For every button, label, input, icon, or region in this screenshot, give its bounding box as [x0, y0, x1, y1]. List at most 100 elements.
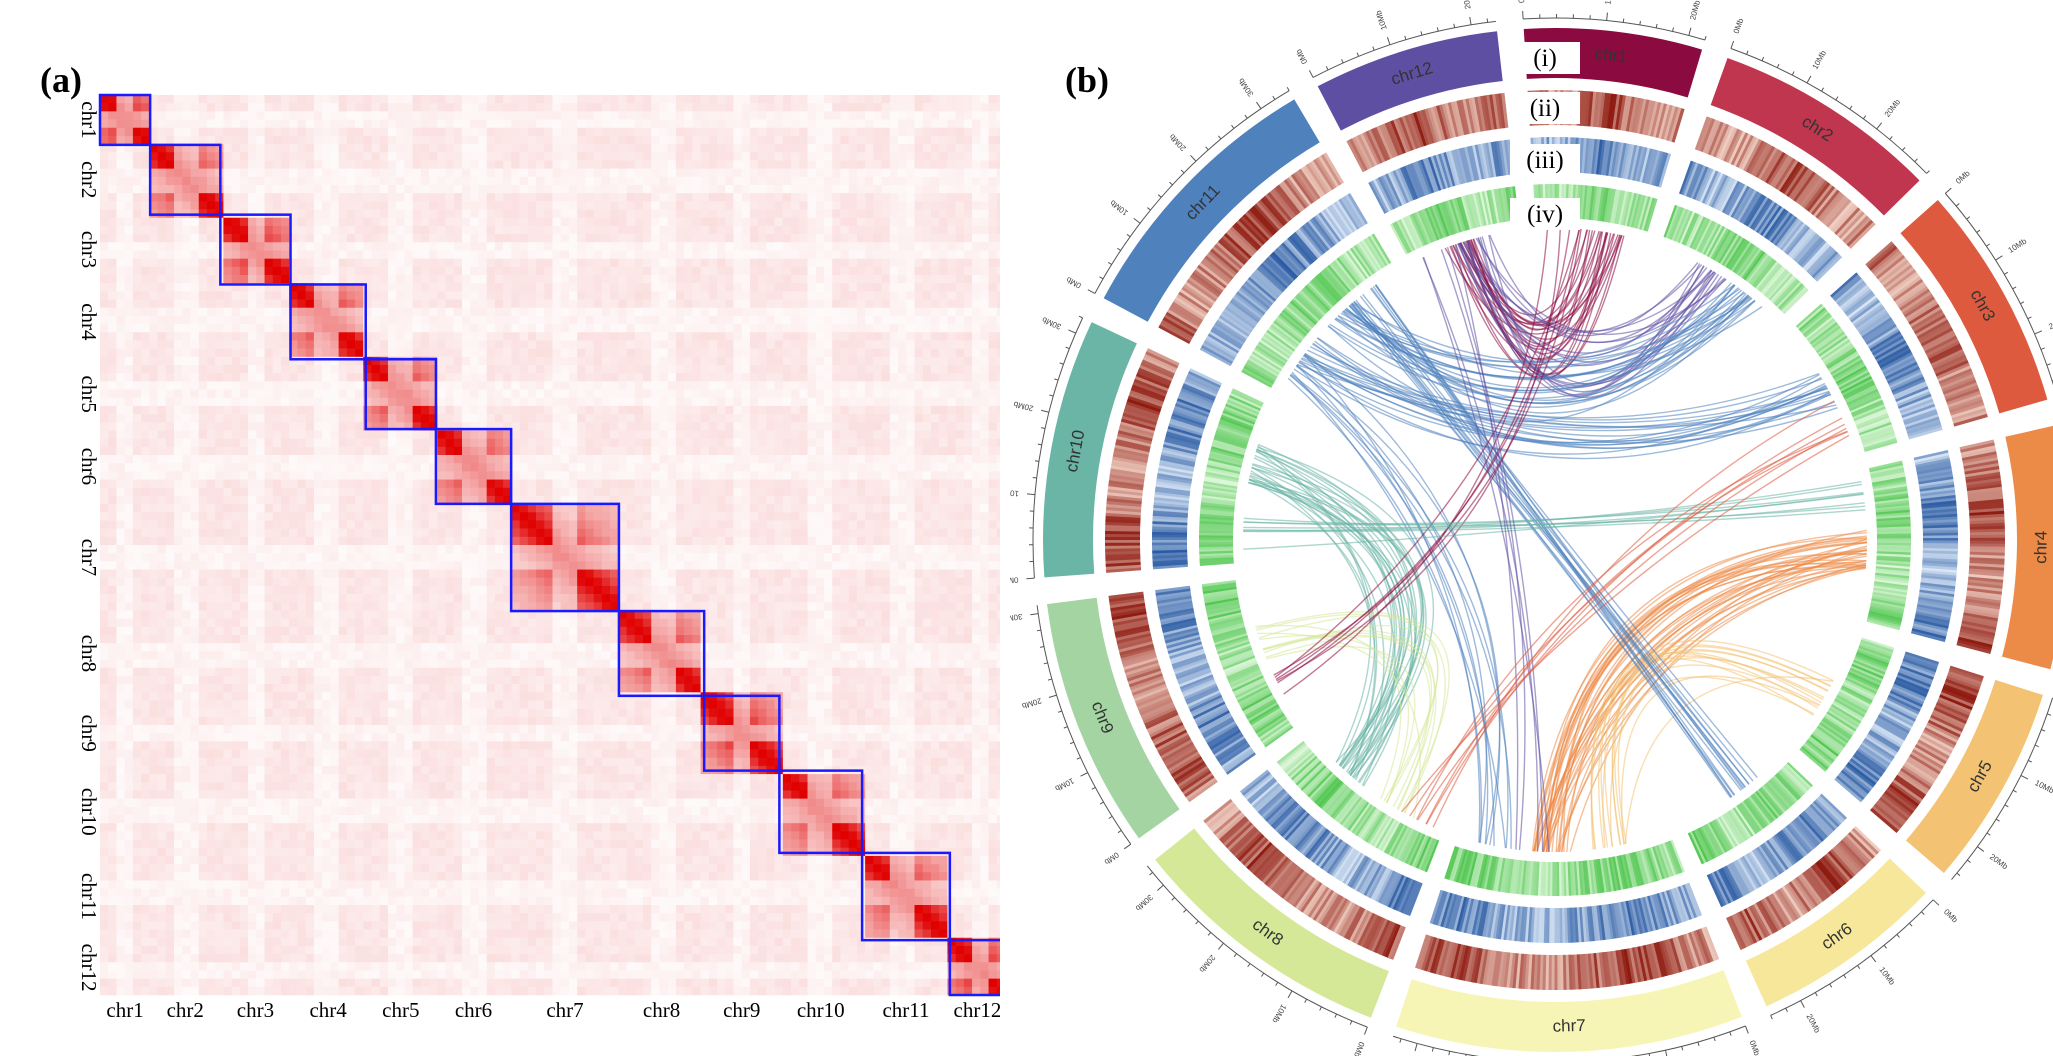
heatmap-cell [371, 266, 381, 276]
heatmap-cell [840, 414, 849, 423]
heatmap-cell [782, 111, 792, 120]
heatmap-cell [552, 291, 562, 300]
heatmap-cell [865, 266, 874, 276]
heatmap-cell [898, 405, 907, 415]
heatmap-cell [503, 373, 512, 382]
heatmap-cell [346, 144, 356, 153]
heatmap-cell [206, 291, 216, 300]
heatmap-cell [774, 365, 784, 374]
heatmap-cell [848, 422, 858, 431]
heatmap-cell [437, 250, 446, 259]
heatmap-cell [700, 455, 710, 464]
heatmap-cell [297, 446, 306, 456]
heatmap-cell [585, 127, 594, 137]
heatmap-cell [552, 234, 562, 243]
heatmap-cell [330, 225, 339, 235]
heatmap-cell [149, 365, 158, 374]
heatmap-cell [478, 217, 487, 227]
heatmap-cell [215, 446, 224, 456]
heatmap-cell [462, 152, 471, 161]
heatmap-cell [996, 201, 1000, 210]
heatmap-cell [346, 266, 356, 276]
heatmap-cell [494, 446, 504, 456]
heatmap-cell [922, 209, 932, 219]
heatmap-cell [725, 315, 734, 325]
heatmap-cell [132, 185, 142, 194]
heatmap-cell [577, 185, 586, 194]
heatmap-cell [815, 438, 825, 448]
heatmap-cell [264, 463, 274, 472]
heatmap-cell [281, 217, 290, 227]
heatmap-cell [305, 193, 315, 202]
heatmap-cell [717, 152, 726, 161]
heatmap-cell [223, 348, 232, 358]
heatmap-cell [272, 119, 282, 129]
heatmap-cell [527, 348, 537, 358]
heatmap-cell [758, 119, 767, 129]
heatmap-cell [947, 127, 956, 137]
heatmap-cell [799, 258, 808, 268]
heatmap-cell [988, 95, 998, 104]
heatmap-cell [980, 258, 989, 268]
heatmap-cell [519, 438, 529, 448]
heatmap-cell [544, 389, 553, 399]
heatmap-cell [717, 414, 726, 423]
heatmap-cell [536, 185, 545, 194]
heatmap-cell [256, 463, 265, 472]
heatmap-cell [313, 422, 323, 431]
heatmap-cell [988, 348, 998, 358]
heatmap-cell [338, 405, 348, 415]
heatmap-cell [511, 185, 520, 194]
heatmap-cell [840, 275, 849, 284]
heatmap-cell [643, 332, 652, 341]
heatmap-cell [914, 356, 924, 366]
heatmap-cell [108, 176, 117, 186]
heatmap-cell [980, 324, 989, 333]
heatmap-cell [289, 275, 298, 284]
heatmap-cell [898, 250, 907, 259]
heatmap-cell [149, 258, 158, 268]
heatmap-cell [470, 373, 479, 382]
heatmap-cell [256, 430, 265, 439]
heatmap-cell [371, 135, 381, 145]
heatmap-cell [503, 446, 512, 456]
heatmap-cell [963, 405, 973, 415]
heatmap-cell [881, 250, 891, 259]
heatmap-cell [470, 201, 479, 210]
heatmap-cell [568, 397, 578, 407]
heatmap-cell [437, 176, 446, 186]
heatmap-cell [215, 397, 224, 407]
heatmap-cell [972, 446, 981, 456]
heatmap-cell [141, 225, 150, 235]
heatmap-cell [478, 397, 487, 407]
heatmap-cell [700, 127, 710, 137]
heatmap-cell [692, 307, 701, 317]
heatmap-cell [889, 430, 899, 439]
heatmap-cell [272, 324, 282, 333]
heatmap-cell [132, 463, 142, 472]
heatmap-cell [791, 234, 800, 243]
heatmap-cell [659, 152, 668, 161]
heatmap-cell [725, 324, 734, 333]
heatmap-cell [782, 332, 792, 341]
heatmap-cell [552, 348, 562, 358]
heatmap-cell [865, 348, 874, 358]
heatmap-cell [840, 283, 849, 292]
heatmap-cell [231, 348, 241, 358]
heatmap-cell [914, 193, 924, 202]
heatmap-cell [906, 95, 915, 104]
heatmap-cell [544, 127, 553, 137]
heatmap-cell [684, 324, 693, 333]
heatmap-cell [239, 397, 249, 407]
heatmap-cell [601, 135, 611, 145]
heatmap-cell [749, 299, 759, 309]
heatmap-cell [972, 397, 981, 407]
heatmap-cell [157, 275, 167, 284]
heatmap-cell [437, 430, 446, 439]
heatmap-cell [124, 381, 134, 390]
heatmap-cell [922, 381, 932, 390]
heatmap-cell [264, 217, 274, 227]
heatmap-cell [379, 283, 389, 292]
heatmap-cell [996, 217, 1000, 227]
heatmap-cell [396, 103, 405, 112]
